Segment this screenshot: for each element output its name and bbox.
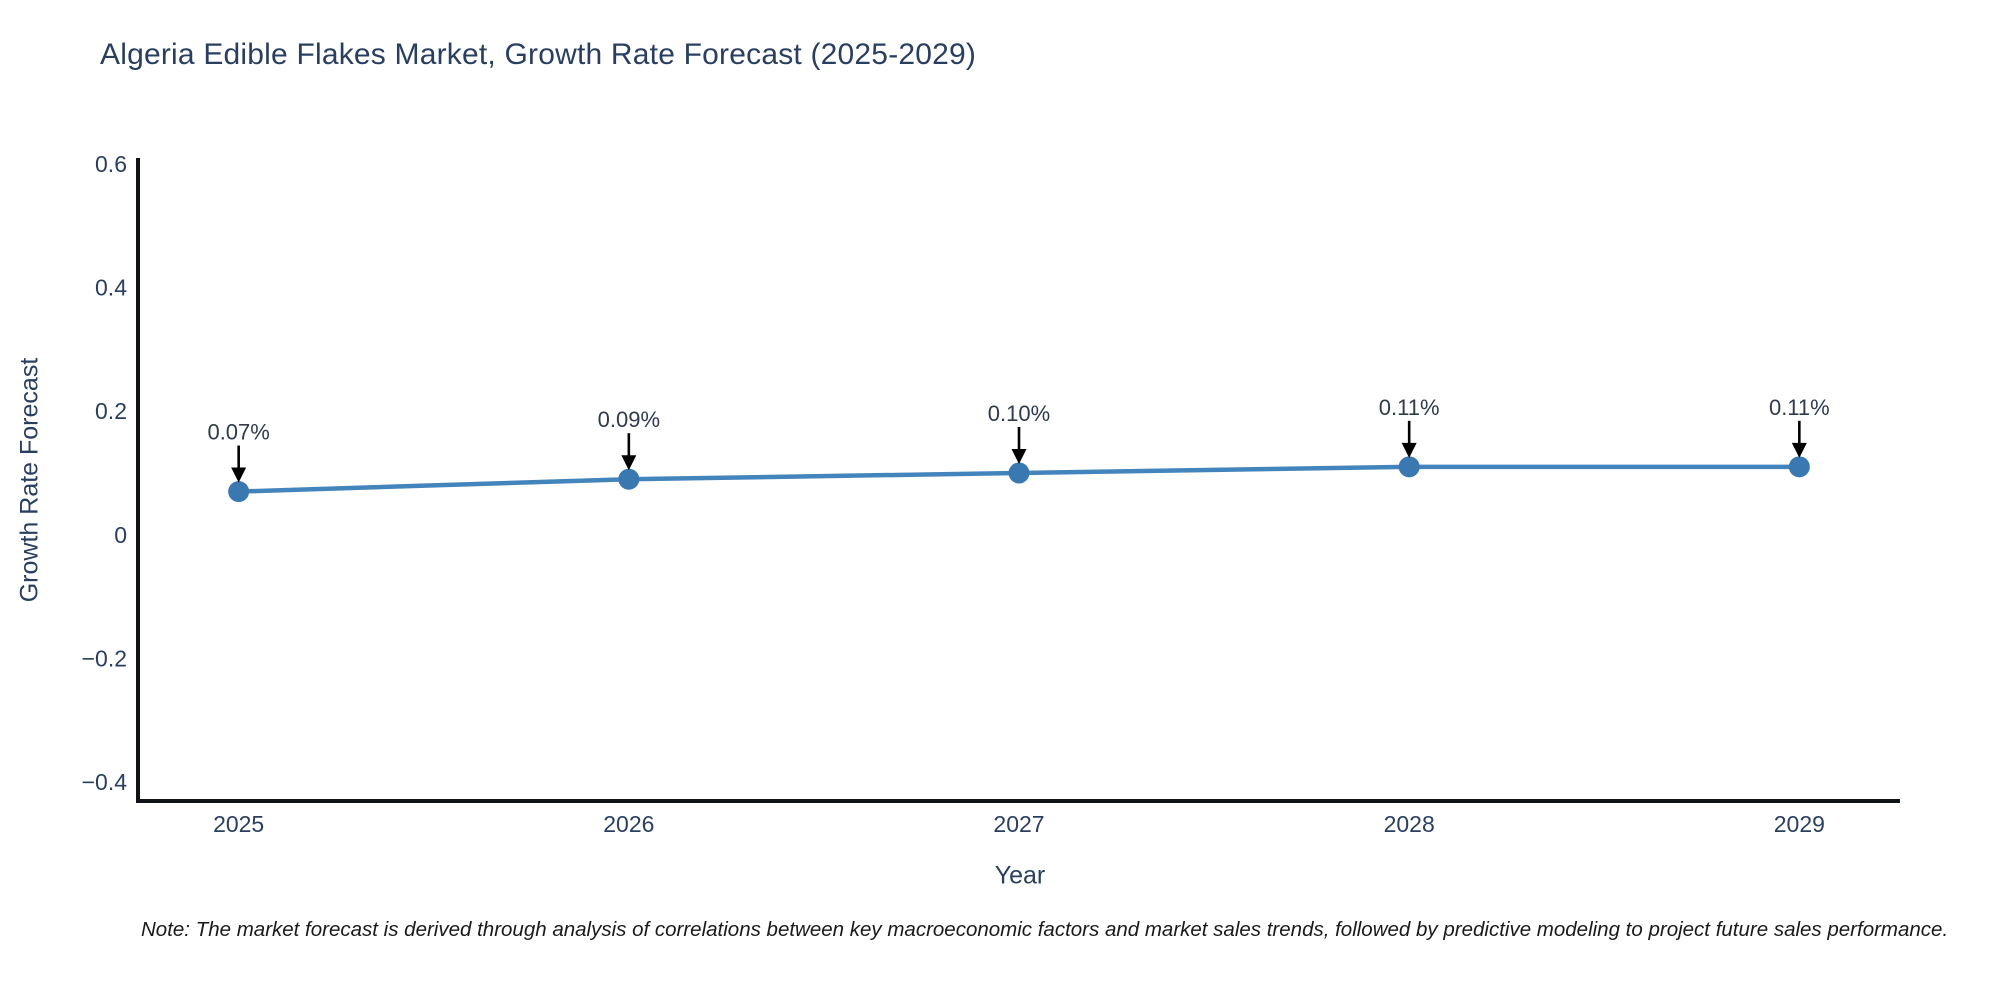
y-tick-label: 0.2 bbox=[95, 398, 127, 424]
x-axis-title: Year bbox=[994, 861, 1046, 890]
y-tick-label: 0 bbox=[114, 522, 127, 548]
x-tick-label: 2025 bbox=[213, 811, 264, 837]
data-point-label: 0.09% bbox=[598, 407, 660, 432]
data-point-label: 0.11% bbox=[1769, 395, 1830, 420]
x-tick-label: 2028 bbox=[1384, 811, 1435, 837]
x-tick-label: 2026 bbox=[603, 811, 654, 837]
annotation-arrow-head bbox=[621, 455, 637, 471]
annotation-arrow-head bbox=[1401, 442, 1417, 458]
y-tick-label: 0.4 bbox=[95, 275, 127, 301]
data-point-marker bbox=[1398, 456, 1420, 478]
annotation-arrow-head bbox=[231, 467, 247, 483]
data-point-label: 0.10% bbox=[988, 401, 1050, 426]
data-point-label: 0.07% bbox=[207, 420, 269, 445]
chart-title: Algeria Edible Flakes Market, Growth Rat… bbox=[100, 38, 977, 71]
data-point-marker bbox=[1008, 462, 1030, 484]
y-tick-label: 0.6 bbox=[95, 151, 127, 177]
x-tick-label: 2027 bbox=[993, 811, 1044, 837]
y-tick-label: −0.4 bbox=[82, 769, 128, 795]
data-point-marker bbox=[228, 481, 250, 503]
methodology-note: Note: The market forecast is derived thr… bbox=[141, 918, 1949, 941]
annotation-arrow-head bbox=[1011, 449, 1027, 465]
data-point-marker bbox=[618, 468, 640, 490]
annotation-arrow-head bbox=[1791, 442, 1807, 458]
y-tick-label: −0.2 bbox=[82, 645, 127, 671]
data-point-label: 0.11% bbox=[1379, 395, 1440, 420]
data-point-marker bbox=[1788, 456, 1810, 478]
x-tick-label: 2029 bbox=[1774, 811, 1825, 837]
